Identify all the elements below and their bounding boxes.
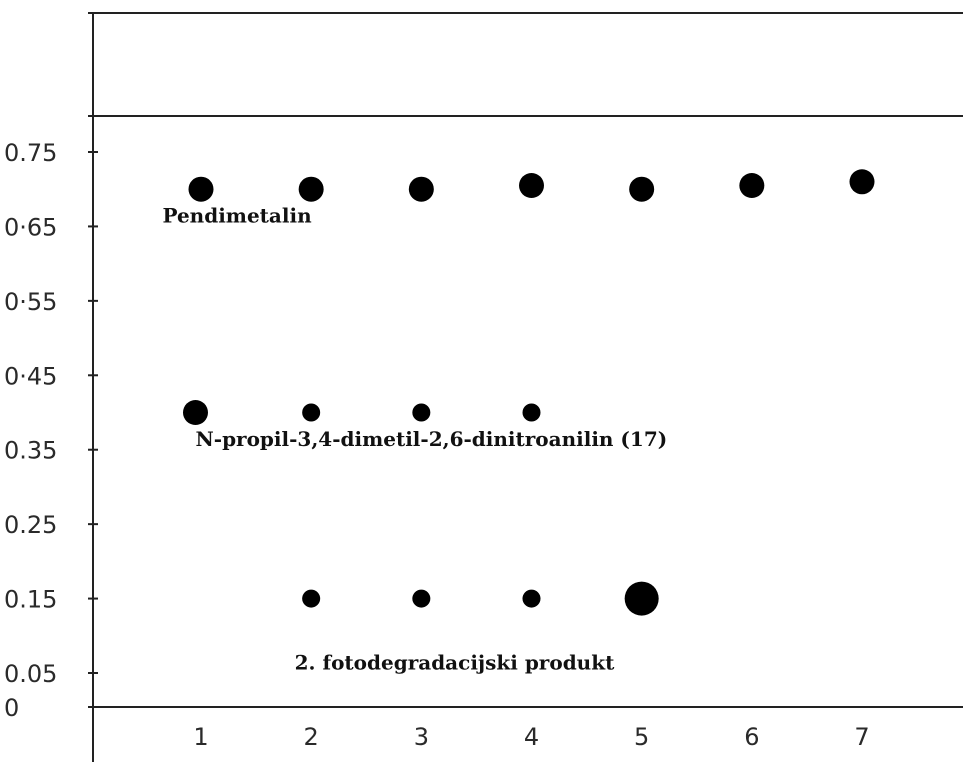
- annotation-label: N-propil-3,4-dimetil-2,6-dinitroanilin (…: [195, 427, 667, 451]
- x-tick-label: 2: [304, 723, 319, 751]
- data-point: [408, 176, 434, 202]
- data-point: [302, 403, 321, 422]
- y-tick-label: 0.05: [4, 660, 57, 688]
- y-tick-label: 0·55: [4, 288, 57, 316]
- data-point: [298, 176, 324, 202]
- x-tick-label: 7: [854, 723, 869, 751]
- data-point: [739, 172, 765, 198]
- x-tick-label: 6: [744, 723, 759, 751]
- annotation-label: 2. fotodegradacijski produkt: [295, 650, 615, 674]
- y-tick-label: 0·45: [4, 362, 57, 390]
- x-tick-label: 3: [414, 723, 429, 751]
- x-tick-label: 1: [193, 723, 208, 751]
- data-point: [629, 176, 655, 202]
- y-tick-label: 0: [4, 694, 19, 722]
- y-tick-label: 0.25: [4, 511, 57, 539]
- data-points: [182, 169, 875, 616]
- data-point: [522, 403, 541, 422]
- data-point: [412, 403, 431, 422]
- data-point: [188, 176, 214, 202]
- y-tick-label: 0.35: [4, 437, 57, 465]
- y-tick-label: 0·65: [4, 213, 57, 241]
- data-point: [182, 400, 208, 425]
- data-point: [412, 589, 431, 608]
- data-point: [519, 172, 544, 198]
- y-axis-ticks: 0.75 0·65 0·55 0·45 0.35 0.25 0.15 0.05 0: [4, 139, 98, 722]
- y-tick-label: 0.15: [4, 586, 57, 614]
- annotation-label: Pendimetalin: [162, 204, 312, 228]
- data-point: [302, 589, 321, 608]
- data-point: [522, 589, 541, 608]
- data-point: [624, 581, 659, 616]
- y-tick-label: 0.75: [4, 139, 57, 167]
- x-tick-label: 5: [634, 723, 649, 751]
- x-axis-ticks: 1 2 3 4 5 6 7: [193, 723, 869, 751]
- annotations: Pendimetalin N-propil-3,4-dimetil-2,6-din…: [162, 204, 667, 675]
- x-tick-label: 4: [524, 723, 539, 751]
- data-point: [849, 169, 875, 195]
